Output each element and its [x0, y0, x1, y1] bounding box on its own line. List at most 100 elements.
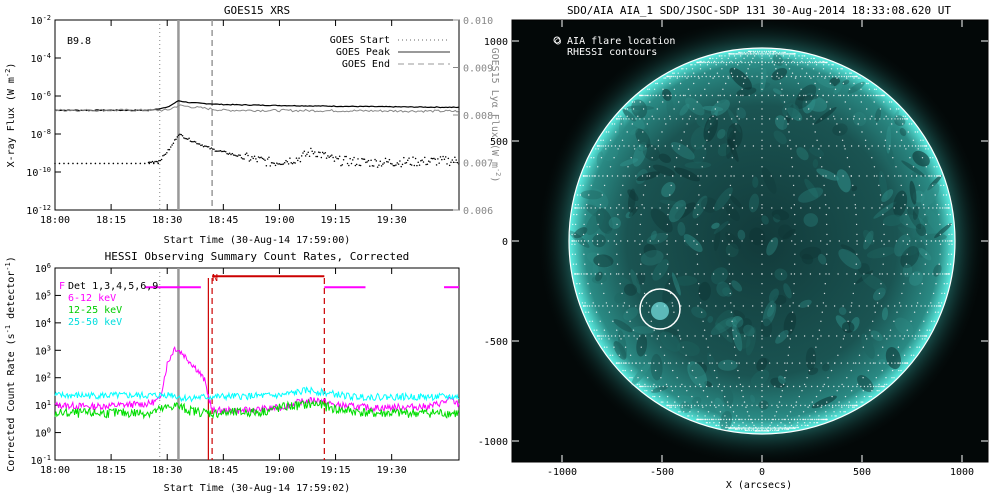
aia-grid-dot [761, 338, 763, 340]
aia-grid-dot [697, 204, 699, 206]
goes-short-band-point [130, 162, 133, 165]
aia-grid-dot [843, 75, 845, 78]
aia-grid-dot [761, 82, 763, 85]
aia-grid-dot [761, 329, 763, 331]
aia-grid-dot [684, 94, 686, 97]
goes-short-band-point [58, 162, 61, 165]
aia-grid-dot [866, 305, 868, 307]
aia-grid-dot [689, 385, 691, 388]
aia-grid-dot [949, 213, 951, 216]
aia-grid-dot [787, 428, 790, 430]
goes-y2label-close: ) [489, 176, 500, 182]
aia-disk-feature [773, 130, 787, 145]
aia-disk-feature [882, 214, 904, 227]
aia-disk-feature [636, 334, 648, 357]
aia-grid-dot [799, 118, 801, 120]
aia-disk-feature [719, 410, 733, 431]
aia-grid-dot [702, 362, 704, 364]
aia-grid-dot [743, 51, 745, 54]
aia-disk-feature [873, 201, 897, 219]
aia-grid-dot [829, 72, 831, 74]
aia-grid-dot [770, 422, 773, 424]
aia-grid-dot [936, 166, 938, 168]
aia-grid-dot [884, 383, 886, 386]
aia-grid-dot [873, 240, 875, 242]
goes-short-band-point [380, 165, 383, 167]
aia-grid-dot [789, 338, 791, 340]
aia-grid-dot [906, 207, 909, 209]
aia-grid-dot [738, 101, 741, 103]
aia-disk-feature [777, 375, 786, 385]
aia-grid-dot [635, 118, 637, 120]
aia-grid-dot [854, 204, 856, 206]
aia-grid-dot [651, 145, 653, 147]
aia-grid-dot [843, 411, 845, 413]
aia-disk-feature [734, 333, 751, 349]
aia-grid-dot [698, 77, 700, 79]
aia-grid-dot [769, 424, 771, 427]
aia-grid-dot [667, 207, 670, 209]
aia-grid-dot [688, 362, 690, 364]
aia-grid-dot [631, 377, 633, 379]
aia-grid-dot [750, 418, 752, 421]
aia-grid-dot [833, 115, 835, 118]
aia-grid-dot [812, 145, 814, 147]
aia-grid-dot [644, 383, 646, 386]
aia-grid-dot [845, 75, 848, 78]
aia-grid-dot [932, 157, 934, 159]
aia-grid-dot [801, 424, 803, 427]
aia-grid-dot [589, 166, 591, 168]
aia-grid-dot [663, 362, 666, 364]
aia-grid-dot [767, 385, 770, 388]
aia-grid-dot [879, 273, 881, 275]
goes-short-band-point [340, 164, 342, 167]
aia-grid-dot [602, 145, 604, 147]
aia-grid-dot [615, 233, 618, 236]
aia-grid-dot [756, 427, 758, 429]
aia-grid-dot [946, 213, 948, 216]
goes-short-band-point [239, 154, 241, 157]
aia-grid-dot [687, 404, 689, 407]
goes-y-tick-label-base: 10 [26, 168, 38, 179]
goes-short-band-point [311, 150, 313, 153]
aia-disk-feature [736, 318, 752, 334]
goes-short-band-point [277, 163, 279, 165]
aia-grid-dot [754, 53, 756, 55]
aia-grid-dot [761, 302, 763, 304]
aia-grid-dot [935, 305, 938, 307]
aia-grid-dot [858, 145, 860, 147]
aia-grid-dot [770, 57, 772, 60]
aia-disk-feature [679, 103, 690, 116]
aia-grid-dot [871, 207, 873, 209]
goes-y2-tick-label: 0.009 [463, 64, 493, 75]
goes-short-band-point [430, 157, 433, 160]
aia-grid-dot [737, 369, 739, 372]
aia-grid-dot [602, 175, 604, 177]
aia-grid-dot [601, 194, 603, 196]
aia-grid-dot [617, 148, 619, 150]
aia-grid-dot [862, 346, 864, 348]
aia-grid-dot [752, 53, 755, 55]
aia-grid-dot [649, 385, 652, 388]
goes-short-band-point [384, 157, 387, 160]
aia-disk-feature [631, 362, 651, 386]
aia-grid-dot [718, 383, 721, 386]
aia-grid-dot [751, 422, 754, 424]
aia-grid-dot [761, 123, 763, 125]
aia-grid-dot [675, 118, 678, 120]
goes-short-band-point [228, 152, 231, 155]
aia-grid-dot [612, 320, 614, 322]
goes-short-band-point [204, 145, 206, 147]
aia-grid-dot [878, 184, 880, 187]
aia-grid-dot [624, 175, 626, 177]
aia-grid-dot [817, 418, 819, 421]
aia-grid-dot [817, 61, 819, 64]
goes-short-band-point [252, 157, 255, 160]
goes-short-band-point [344, 155, 346, 158]
aia-grid-dot [710, 145, 712, 147]
aia-grid-dot [866, 175, 868, 177]
aia-disk-feature [779, 90, 792, 104]
aia-grid-dot [945, 194, 948, 196]
aia-grid-dot [873, 175, 876, 177]
aia-y-tick-label: -1000 [478, 437, 508, 448]
